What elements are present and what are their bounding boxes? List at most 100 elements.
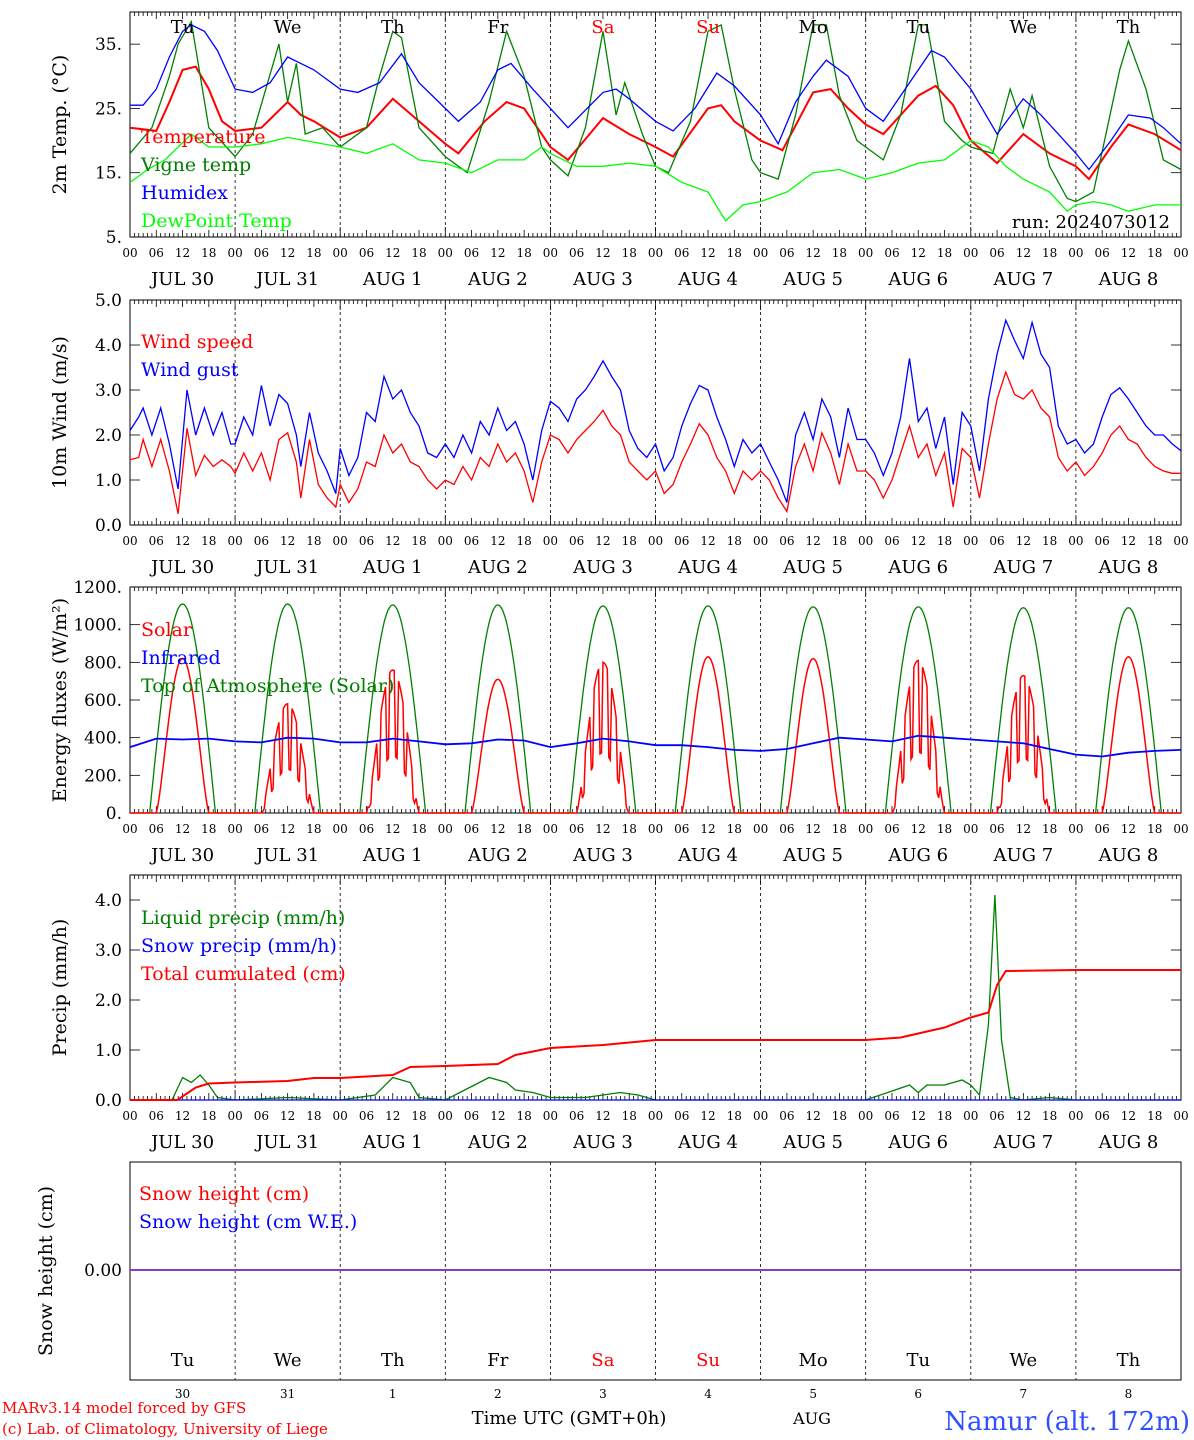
legend-entry: Wind gust: [141, 359, 239, 381]
hour-tick-label: 00: [753, 822, 768, 836]
date-label: AUG 6: [887, 1132, 948, 1153]
hour-tick-label: 00: [543, 246, 558, 260]
hour-tick-label: 18: [622, 1109, 637, 1123]
hour-tick-label: 18: [516, 822, 531, 836]
weekday-label: Tu: [171, 1350, 195, 1371]
hour-tick-label: 00: [1173, 822, 1188, 836]
y-axis-label: 2m Temp. (°C): [49, 55, 71, 195]
hour-tick-label: 18: [832, 534, 847, 548]
date-label: JUL 31: [254, 557, 319, 578]
date-label: AUG 7: [992, 269, 1053, 290]
hour-tick-label: 12: [1016, 822, 1031, 836]
legend-entry: Top of Atmosphere (Solar): [141, 675, 394, 697]
hour-tick-label: 12: [595, 534, 610, 548]
date-label: JUL 31: [254, 1132, 319, 1153]
date-label: AUG 4: [677, 845, 738, 866]
day-number-label: 2: [494, 1387, 502, 1401]
date-label: AUG 5: [782, 1132, 843, 1153]
hour-tick-label: 06: [989, 534, 1004, 548]
hour-tick-label: 06: [149, 1109, 164, 1123]
hour-tick-label: 12: [490, 1109, 505, 1123]
date-label: AUG 5: [782, 845, 843, 866]
hour-tick-label: 12: [911, 822, 926, 836]
legend-entry: Wind speed: [141, 331, 253, 353]
hour-tick-label: 18: [832, 822, 847, 836]
hour-tick-label: 00: [648, 246, 663, 260]
hour-tick-label: 12: [385, 534, 400, 548]
legend-entry: Infrared: [141, 647, 221, 669]
hour-tick-label: 06: [989, 822, 1004, 836]
weekday-label: We: [274, 17, 302, 38]
hour-tick-label: 12: [490, 246, 505, 260]
weekday-label: We: [1010, 1350, 1038, 1371]
y-tick-label: 1.0: [95, 1041, 122, 1061]
y-tick-label: 3.0: [95, 381, 122, 401]
hour-tick-label: 12: [385, 246, 400, 260]
hour-tick-label: 12: [806, 822, 821, 836]
y-tick-label: 25.: [95, 99, 122, 119]
hour-tick-label: 00: [227, 1109, 242, 1123]
hour-tick-label: 18: [306, 822, 321, 836]
hour-tick-label: 06: [1095, 246, 1110, 260]
hour-tick-label: 12: [700, 534, 715, 548]
hour-tick-label: 00: [753, 1109, 768, 1123]
hour-tick-label: 00: [333, 534, 348, 548]
hour-tick-label: 06: [149, 534, 164, 548]
date-label: AUG 7: [992, 1132, 1053, 1153]
hour-tick-label: 06: [779, 822, 794, 836]
hour-tick-label: 18: [622, 822, 637, 836]
hour-tick-label: 00: [1068, 534, 1083, 548]
hour-tick-label: 12: [280, 1109, 295, 1123]
hour-tick-label: 00: [1173, 1109, 1188, 1123]
y-tick-label: 200.: [84, 766, 122, 786]
hour-tick-label: 00: [122, 534, 137, 548]
hour-tick-label: 06: [359, 246, 374, 260]
hour-tick-label: 12: [280, 246, 295, 260]
legend-entry: Total cumulated (cm): [141, 963, 346, 985]
hour-tick-label: 00: [122, 246, 137, 260]
weekday-label: We: [1010, 17, 1038, 38]
series-line: [130, 969, 1181, 1101]
hour-tick-label: 18: [727, 534, 742, 548]
series-line: [129, 133, 1181, 222]
hour-tick-label: 00: [753, 534, 768, 548]
date-label: AUG 1: [362, 1132, 423, 1153]
y-tick-label: 5.: [106, 228, 122, 248]
legend-entry: Snow precip (mm/h): [141, 935, 337, 957]
y-tick-label: 3.0: [95, 941, 122, 961]
y-tick-label: 800.: [84, 653, 122, 673]
hour-tick-label: 06: [989, 1109, 1004, 1123]
weekday-label: Th: [381, 1350, 405, 1371]
hour-tick-label: 18: [1042, 1109, 1057, 1123]
x-axis-title: Time UTC (GMT+0h): [472, 1408, 667, 1429]
y-axis-label: Snow height (cm): [35, 1186, 57, 1356]
series-line: [129, 318, 1182, 503]
date-label: AUG 1: [362, 269, 423, 290]
y-tick-label: 0.00: [84, 1261, 122, 1281]
weekday-label: Mo: [799, 17, 828, 38]
hour-tick-label: 18: [937, 534, 952, 548]
hour-tick-label: 06: [149, 822, 164, 836]
hour-tick-label: 06: [674, 534, 689, 548]
date-label: JUL 30: [149, 269, 214, 290]
hour-tick-label: 12: [595, 1109, 610, 1123]
hour-tick-label: 06: [884, 534, 899, 548]
hour-tick-label: 18: [516, 246, 531, 260]
hour-tick-label: 12: [280, 822, 295, 836]
weekday-label: Su: [696, 1350, 720, 1371]
weekday-label: We: [274, 1350, 302, 1371]
date-label: AUG 8: [1098, 269, 1159, 290]
date-label: JUL 31: [254, 269, 319, 290]
hour-tick-label: 18: [1147, 534, 1162, 548]
hour-tick-label: 06: [779, 1109, 794, 1123]
hour-tick-label: 12: [490, 822, 505, 836]
hour-tick-label: 18: [201, 246, 216, 260]
hour-tick-label: 06: [674, 246, 689, 260]
series-line: [130, 655, 1181, 814]
weekday-label: Fr: [487, 17, 508, 38]
hour-tick-label: 18: [201, 1109, 216, 1123]
date-label: AUG 8: [1098, 1132, 1159, 1153]
hour-tick-label: 18: [201, 534, 216, 548]
hour-tick-label: 18: [832, 1109, 847, 1123]
y-tick-label: 15.: [95, 164, 122, 184]
